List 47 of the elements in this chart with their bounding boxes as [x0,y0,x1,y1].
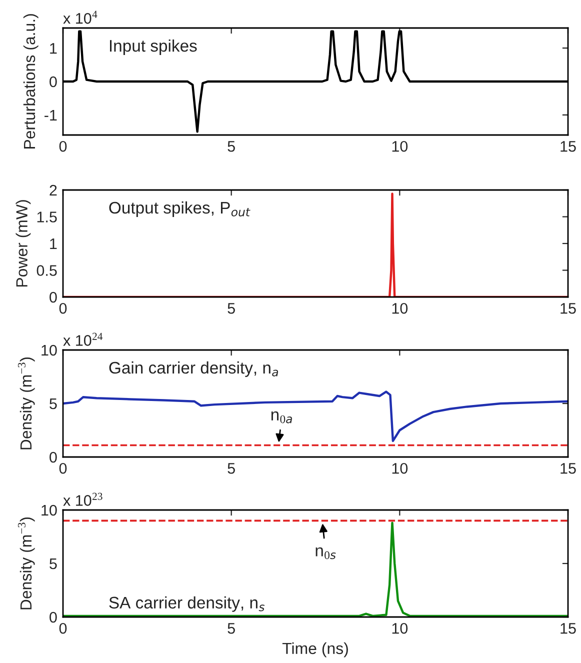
x-tick-label: 15 [560,303,576,314]
y-tick-label: -1 [44,110,57,120]
annotation: SA carrier density, n$_{s}$ [109,596,264,612]
text: x 10$^{24}$ [63,332,103,346]
text: x 10$^{23}$ [63,492,102,506]
x-tick-label: 15 [560,463,576,474]
y-tick-label: 5 [50,558,57,570]
line-series [63,390,568,442]
y-axis-title: Density (m$^{−3}$) [18,357,35,450]
annotation: Output spikes, P$_{out}$ [109,201,250,217]
line-series [63,30,568,133]
x-tick-label: 5 [228,463,235,474]
y-tick-label: 0.5 [36,265,57,276]
text: x 10$^{4}$ [63,10,98,24]
y-tick-label: 1.5 [37,212,57,222]
annotation: n$_{0s}$ [316,547,336,560]
x-tick-label: 0 [59,622,67,634]
y-tick-label: 10 [42,504,57,516]
y-tick-label: 1 [50,238,57,250]
y-axis-title: Density (m$^{−3}$) [18,517,35,610]
x-tick-label: 10 [392,462,408,474]
line-series [63,192,568,297]
y-tick-label: 0 [50,76,57,88]
x-tick-label: 15 [560,141,576,152]
x-tick-label: 5 [228,623,235,634]
annotation: n$_{0a}$ [271,411,292,424]
y-axis-title: Perturbations (a.u.) [23,14,38,149]
y-axis-title: Power (mW) [16,200,31,287]
y-tick-label: 1 [50,43,57,54]
y-tick-label: 10 [42,344,57,356]
x-tick-label: 10 [392,302,408,314]
y-tick-label: 2 [50,184,57,196]
x-tick-label: 0 [59,462,67,474]
y-tick-label: 0 [50,612,57,623]
x-axis-title: Time (ns) [282,642,348,658]
x-tick-label: 5 [228,141,235,152]
x-tick-label: 10 [392,140,408,152]
annotation: Gain carrier density, n$_{a}$ [109,361,278,377]
y-tick-label: 0 [50,452,57,463]
y-tick-label: 0 [50,292,57,303]
x-tick-label: 0 [59,140,67,152]
x-tick-label: 5 [228,303,235,314]
x-tick-label: 15 [560,623,576,634]
y-tick-label: 5 [50,398,57,410]
annotation: Input spikes [110,39,197,56]
x-tick-label: 10 [392,622,408,634]
x-tick-label: 0 [59,302,67,314]
